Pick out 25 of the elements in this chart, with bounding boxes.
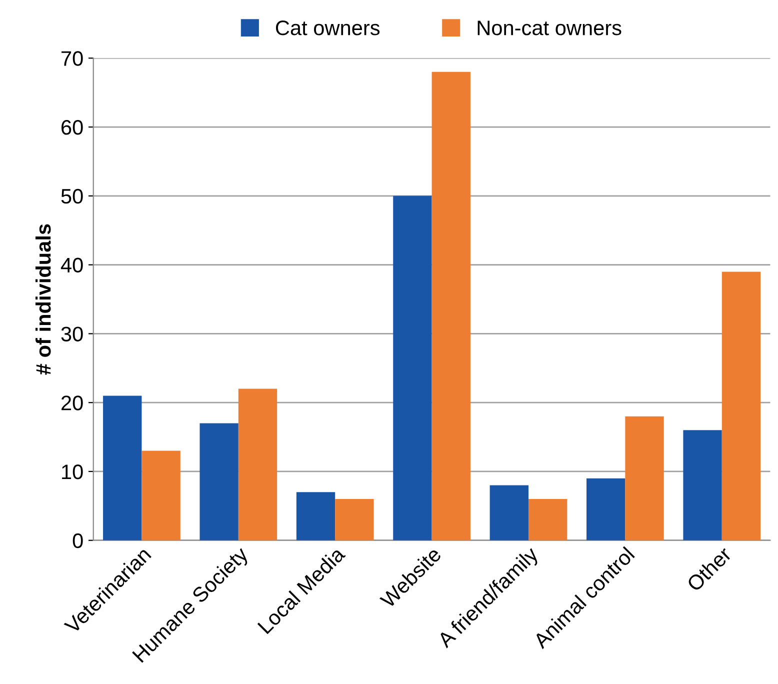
- legend-label: Non-cat owners: [478, 20, 622, 36]
- bar: [722, 272, 761, 540]
- bar: [528, 499, 568, 540]
- bar: [586, 478, 626, 540]
- bar: [142, 450, 180, 540]
- bar: [103, 396, 142, 540]
- bar: [490, 485, 528, 540]
- y-tick-label: 10: [62, 464, 83, 480]
- y-axis-title: # of individuals: [35, 224, 51, 375]
- y-tick-label: 40: [60, 258, 83, 273]
- y-tick-label: 60: [62, 120, 83, 135]
- y-tick-label: 20: [62, 396, 83, 410]
- bar: [432, 72, 470, 540]
- bar: [238, 388, 278, 540]
- y-tick-label: 70: [62, 51, 83, 66]
- bar: [296, 492, 336, 540]
- legend-label: Cat owners: [276, 20, 380, 36]
- bar: [393, 196, 432, 540]
- bar: [683, 430, 722, 540]
- y-tick-label: 30: [61, 326, 83, 342]
- y-tick-label: 50: [61, 188, 83, 204]
- y-tick-label: 0: [72, 533, 83, 548]
- bar: [335, 499, 374, 540]
- bar: [200, 423, 238, 540]
- bar: [625, 416, 664, 540]
